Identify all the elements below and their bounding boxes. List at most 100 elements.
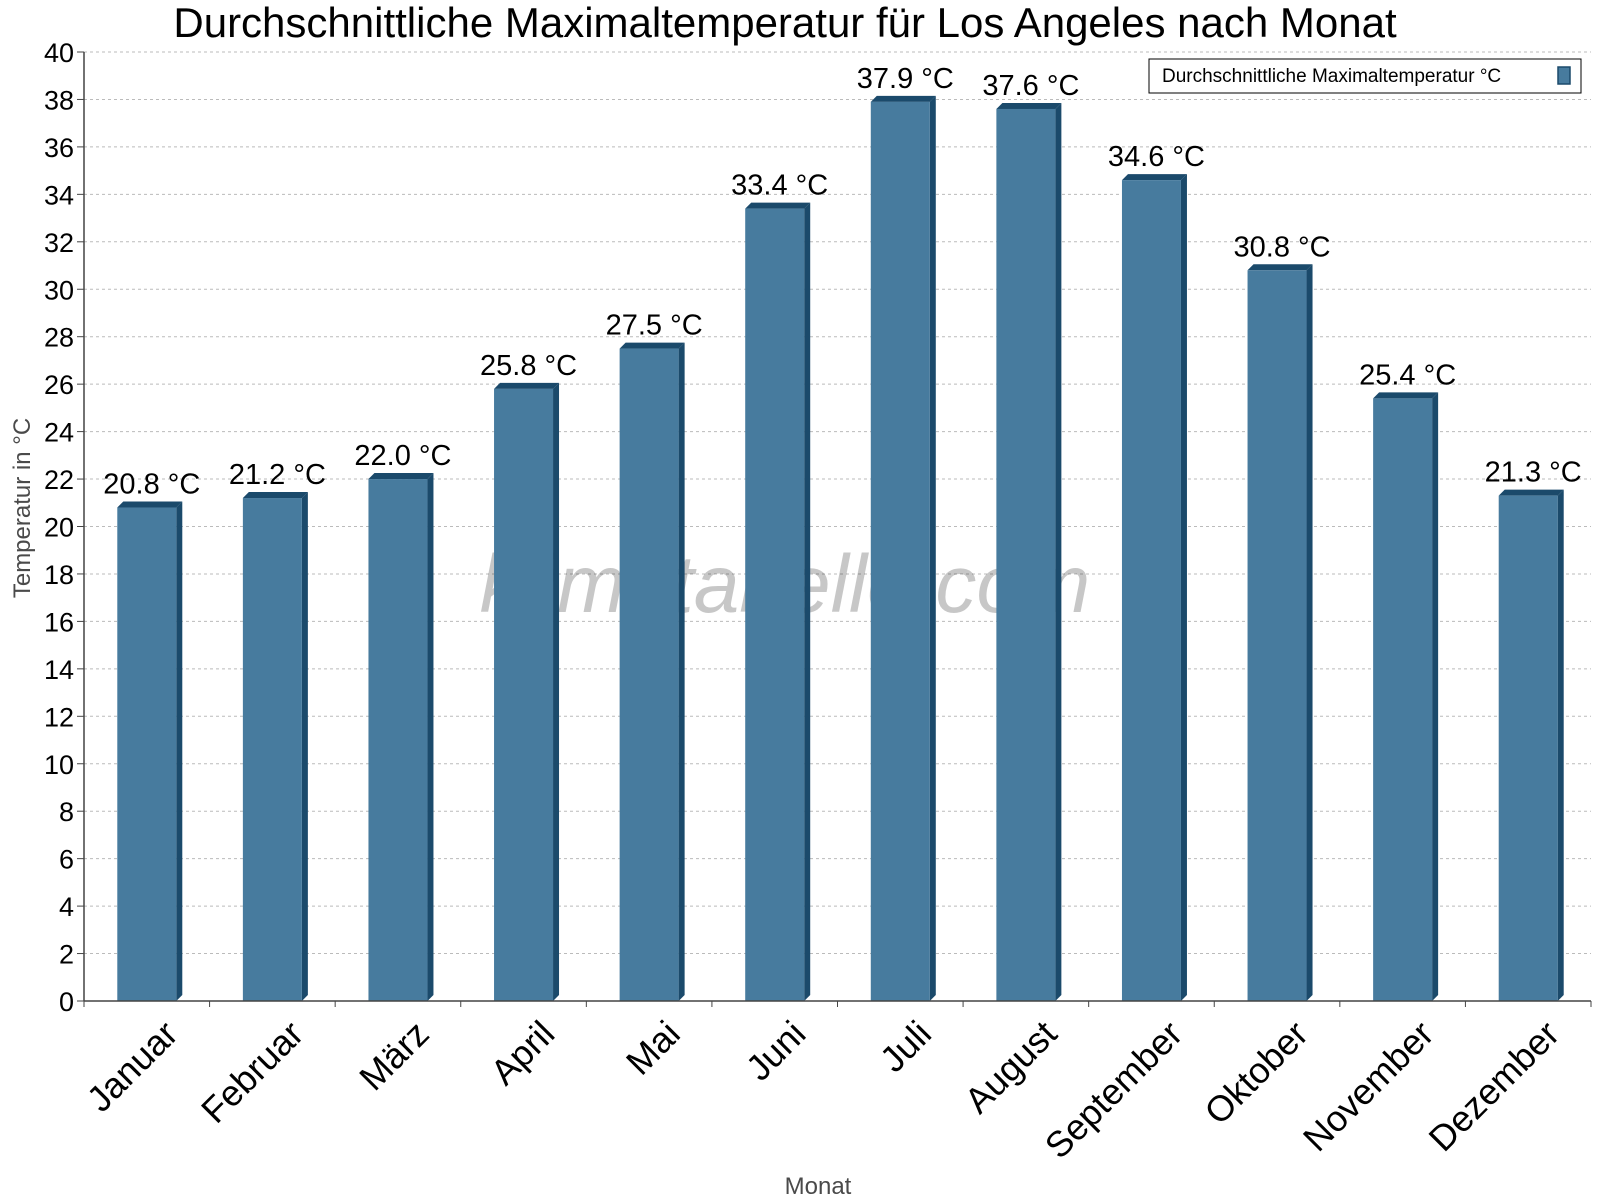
x-tick-label-9: Oktober: [1196, 1013, 1316, 1133]
y-tick-label-1: 2: [59, 940, 74, 970]
bar-top-5: [745, 202, 811, 209]
y-tick-label-12: 24: [44, 418, 74, 448]
bar-Juli: [870, 95, 936, 1001]
bar-front-9: [1247, 270, 1307, 1001]
bar-top-8: [1121, 174, 1187, 181]
data-label-8: 34.6 °C: [1108, 141, 1205, 173]
y-tick-label-9: 18: [44, 560, 74, 590]
bar-front-8: [1121, 180, 1181, 1002]
bar-front-0: [117, 507, 177, 1001]
x-tick-label-11: Dezember: [1421, 1013, 1567, 1159]
y-tick-label-15: 30: [44, 275, 74, 305]
bar-front-1: [242, 498, 302, 1001]
bar-side-10: [1432, 392, 1439, 1001]
bar-top-2: [368, 473, 434, 480]
chart-title: Durchschnittliche Maximaltemperatur für …: [173, 0, 1397, 46]
x-tick-label-10: November: [1295, 1013, 1441, 1159]
bar-side-3: [553, 382, 560, 1001]
x-tick-label-0: Januar: [79, 1013, 186, 1120]
y-tick-label-8: 16: [44, 607, 74, 637]
bar-side-6: [929, 95, 936, 1001]
data-label-4: 27.5 °C: [606, 310, 703, 342]
bar-front-3: [494, 388, 554, 1001]
x-tick-labels: Januar Februar März April Mai Juni Juli AugustS…: [79, 1013, 1567, 1167]
bar-top-11: [1498, 489, 1564, 496]
bars: [117, 95, 1564, 1002]
y-tick-label-13: 26: [44, 370, 74, 400]
x-tick-label-8: September: [1037, 1013, 1191, 1167]
y-tick-label-19: 38: [44, 85, 74, 115]
bar-side-1: [301, 492, 308, 1001]
data-label-7: 37.6 °C: [982, 70, 1079, 102]
bar-side-9: [1306, 264, 1313, 1001]
bar-front-6: [870, 101, 930, 1001]
bar-März: [368, 473, 434, 1001]
bar-side-0: [176, 501, 183, 1001]
bar-top-3: [494, 382, 560, 389]
bar-side-2: [427, 473, 434, 1001]
legend-box: [1148, 58, 1582, 94]
bar-Januar: [117, 501, 183, 1001]
y-tick-label-7: 14: [44, 655, 74, 685]
bar-top-7: [996, 102, 1062, 109]
bar-front-7: [996, 108, 1056, 1001]
y-tick-label-3: 6: [59, 845, 74, 875]
y-tick-label-10: 20: [44, 513, 74, 543]
bar-top-9: [1247, 264, 1313, 271]
y-tick-label-18: 36: [44, 133, 74, 163]
y-tick-label-0: 0: [59, 987, 74, 1017]
bar-top-10: [1373, 392, 1439, 399]
data-label-11: 21.3 °C: [1485, 457, 1582, 489]
bar-side-8: [1180, 174, 1187, 1002]
bar-top-4: [619, 342, 685, 349]
gridlines: [84, 51, 1591, 955]
bar-top-1: [242, 492, 308, 499]
data-label-0: 20.8 °C: [103, 469, 200, 501]
y-tick-label-16: 32: [44, 228, 74, 258]
x-tick-label-7: August: [956, 1013, 1064, 1121]
y-tick-label-20: 40: [44, 38, 74, 68]
y-tick-label-14: 28: [44, 323, 74, 353]
bar-front-4: [619, 348, 679, 1001]
bar-front-5: [745, 208, 805, 1001]
x-tick-label-4: Mai: [618, 1013, 688, 1083]
bar-side-7: [1055, 102, 1062, 1001]
bar-November: [1373, 392, 1439, 1001]
bar-April: [494, 382, 560, 1001]
bar-Oktober: [1247, 264, 1313, 1001]
y-tick-label-6: 12: [44, 702, 74, 732]
x-tick-label-2: März: [351, 1013, 437, 1099]
legend-swatch: [1557, 66, 1571, 85]
bar-top-0: [117, 501, 183, 508]
data-label-1: 21.2 °C: [229, 459, 326, 491]
bar-side-4: [678, 342, 685, 1001]
bar-Juni: [745, 202, 811, 1001]
bar-August: [996, 102, 1062, 1001]
x-tick-label-1: Februar: [193, 1013, 311, 1131]
data-label-2: 22.0 °C: [354, 440, 451, 472]
y-tick-label-5: 10: [44, 750, 74, 780]
bar-front-11: [1498, 495, 1558, 1001]
x-tick-label-5: Juni: [738, 1013, 814, 1089]
bar-September: [1121, 174, 1187, 1002]
data-label-3: 25.8 °C: [480, 350, 577, 382]
bar-front-2: [368, 479, 428, 1001]
x-axis-label: Monat: [785, 1173, 852, 1200]
bar-Februar: [242, 492, 308, 1001]
y-axis-label: Temperatur in °C: [9, 418, 36, 598]
data-label-10: 25.4 °C: [1359, 359, 1456, 391]
data-label-5: 33.4 °C: [731, 170, 828, 202]
y-tick-label-2: 4: [59, 892, 74, 922]
bar-Mai: [619, 342, 685, 1001]
bar-side-11: [1557, 489, 1564, 1001]
x-tick-label-3: April: [482, 1013, 562, 1093]
y-tick-label-4: 8: [59, 797, 74, 827]
bar-side-5: [804, 202, 811, 1001]
bar-front-10: [1373, 398, 1433, 1001]
y-tick-label-17: 34: [44, 180, 74, 210]
data-label-6: 37.9 °C: [857, 63, 954, 95]
data-label-9: 30.8 °C: [1234, 231, 1331, 263]
data-labels: 20.8 °C 21.2 °C 22.0 °C 25.8 °C 27.5 °C 33.4 …: [103, 63, 1581, 501]
